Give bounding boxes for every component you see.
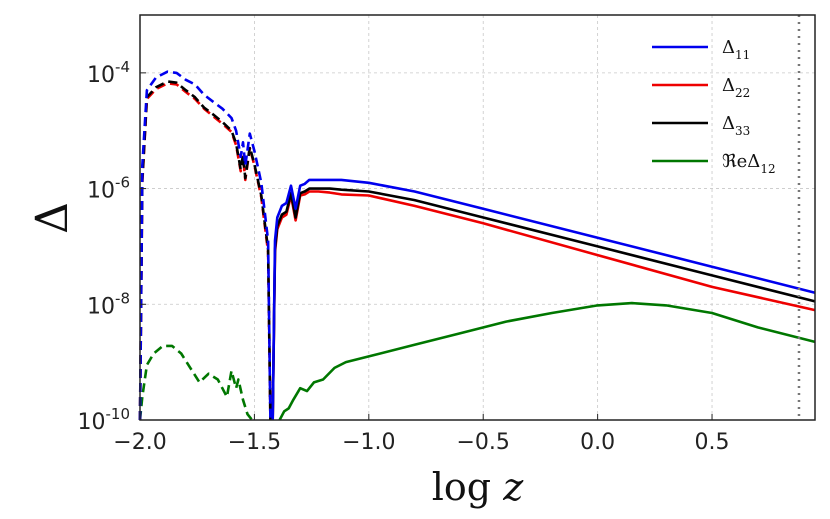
y-tick-label: 10-4 [87,58,130,88]
series-line-3-dashed [138,80,272,421]
y-tick-label: 10-6 [87,174,130,204]
y-tick-labels: 10-10 10-8 10-6 10-4 [78,58,146,435]
plot-frame [139,14,816,421]
x-tick-label: 0.5 [695,430,730,455]
legend-label-2: Δ22 [722,75,750,100]
y-tick-label: 10-10 [78,405,131,435]
x-tick-label: −0.5 [457,430,510,455]
legend: Δ11 Δ22 Δ33 ℜeΔ12 [652,37,776,176]
series-layer [138,70,816,421]
x-tick-label: −1.5 [228,430,281,455]
x-tick-label: 0.0 [580,430,615,455]
x-tick-label: −2.0 [113,430,166,455]
y-axis-label: Δ [27,202,78,234]
y-tick-label: 10-8 [87,289,130,319]
legend-label-4: ℜeΔ12 [722,151,776,176]
series-line-4-dashed [138,344,254,421]
x-tick-labels: −2.0 −1.5 −1.0 −0.5 0.0 0.5 [113,414,730,455]
series-line-2-solid [271,190,816,421]
legend-label-3: Δ33 [722,113,750,138]
series-line-3-solid [271,187,816,421]
grid [139,15,815,421]
x-tick-label: −1.0 [342,430,395,455]
series-line-1-solid [271,178,816,421]
series-line-1-dashed [138,70,272,421]
series-line-4-solid [278,301,816,421]
x-axis-label: log z [432,465,524,509]
legend-label-1: Δ11 [722,37,750,62]
